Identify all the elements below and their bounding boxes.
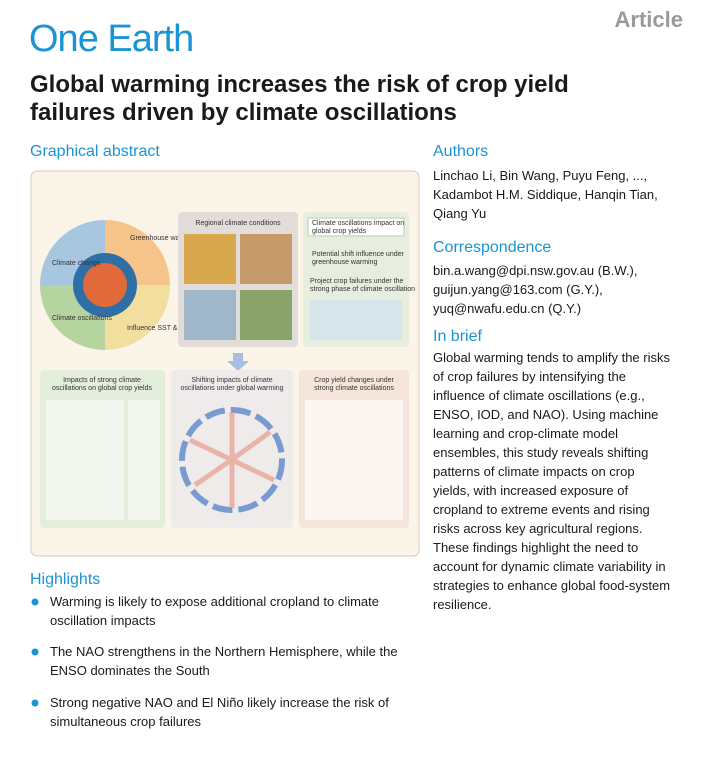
- graphical-abstract: Climate change Greenhouse warming Climat…: [30, 170, 420, 557]
- arrow: [227, 353, 249, 371]
- highlight: Warming is likely to expose additional c…: [50, 592, 379, 630]
- section-heading: In brief: [433, 328, 482, 345]
- journal: One Earth: [29, 18, 194, 60]
- panel-title: Impacts of strong climate: [63, 377, 141, 384]
- line: These findings highlight the need to: [433, 540, 639, 555]
- authors: Linchao Li, Bin Wang, Puyu Feng, ..., Kad…: [433, 166, 658, 223]
- line: resilience.: [433, 597, 492, 612]
- correspondence: bin.a.wang@dpi.nsw.gov.au (B.W.), guijun.…: [433, 261, 637, 318]
- line: patterns of climate impacts on crop: [433, 464, 635, 479]
- circle-label: Climate oscillations: [52, 315, 112, 322]
- section-heading: Highlights: [30, 571, 101, 588]
- highlight: Strong negative NAO and El Niño likely i…: [50, 693, 389, 731]
- circle-label: Greenhouse warming: [130, 235, 197, 242]
- line: strategies to enhance global food-system: [433, 578, 671, 593]
- title-line: failures driven by climate oscillations: [30, 99, 457, 126]
- line: The NAO strengthens in the Northern Hemi…: [50, 644, 398, 659]
- line: yuq@nwafu.edu.cn (Q.Y.): [433, 301, 582, 316]
- step: Climate oscillations impact on: [312, 220, 404, 227]
- line: cropland to extreme events and rising: [433, 502, 650, 517]
- highlight: The NAO strengthens in the Northern Hemi…: [50, 642, 398, 680]
- line: Strong negative NAO and El Niño likely i…: [50, 695, 389, 710]
- circle-label: Influence SST & SLP: [127, 325, 193, 332]
- line: account for dynamic climate variability …: [433, 559, 666, 574]
- step: Project crop failures under the: [310, 278, 403, 285]
- line: Linchao Li, Bin Wang, Puyu Feng, ...,: [433, 168, 648, 183]
- bullets: [31, 598, 39, 707]
- line: Qiang Yu: [433, 206, 487, 221]
- line: ENSO dominates the South: [50, 663, 210, 678]
- panel-title: oscillations on global crop yields: [52, 385, 152, 392]
- panel-title: Shifting impacts of climate: [191, 377, 272, 384]
- panel-title: strong climate oscillations: [314, 385, 394, 392]
- article-label: Article: [614, 7, 683, 32]
- line: bin.a.wang@dpi.nsw.gov.au (B.W.),: [433, 263, 638, 278]
- line: learning and crop-climate model: [433, 426, 618, 441]
- title: Global warming increases the risk of cro…: [30, 71, 569, 127]
- line: risks across key agricultural regions.: [433, 521, 643, 536]
- in-brief: Global warming tends to amplify the risk…: [433, 348, 670, 614]
- line: influence of climate oscillations (e.g.,: [433, 388, 645, 403]
- section-heading: Correspondence: [433, 239, 552, 256]
- step: global crop yields: [312, 228, 367, 235]
- step: Potential shift influence under: [312, 251, 405, 258]
- panel-title: Crop yield changes under: [314, 377, 394, 384]
- circle: [40, 220, 170, 350]
- line: Global warming tends to amplify the risk…: [433, 350, 670, 365]
- line: Warming is likely to expose additional c…: [50, 594, 380, 609]
- step: greenhouse warming: [312, 259, 377, 266]
- line: guijun.yang@163.com (G.Y.),: [433, 282, 603, 297]
- line: simultaneous crop failures: [50, 714, 202, 729]
- panel-title: oscillations under global warming: [180, 385, 283, 392]
- step: strong phase of climate oscillation: [310, 286, 415, 293]
- circle-label: Climate change: [52, 260, 101, 267]
- section-heading: Graphical abstract: [30, 143, 160, 160]
- chord-diagram: [179, 407, 285, 513]
- line: ENSO, IOD, and NAO). Using machine: [433, 407, 659, 422]
- panel-title: Regional climate conditions: [195, 220, 281, 227]
- line: ensembles, this study reveals shifting: [433, 445, 649, 460]
- line: of crop failures by intensifying the: [433, 369, 626, 384]
- line: Kadambot H.M. Siddique, Hanqin Tian,: [433, 187, 658, 202]
- line: yields, with increased exposure of: [433, 483, 629, 498]
- section-heading: Authors: [433, 143, 489, 160]
- line: oscillation impacts: [50, 613, 156, 628]
- title-line: Global warming increases the risk of cro…: [30, 71, 569, 98]
